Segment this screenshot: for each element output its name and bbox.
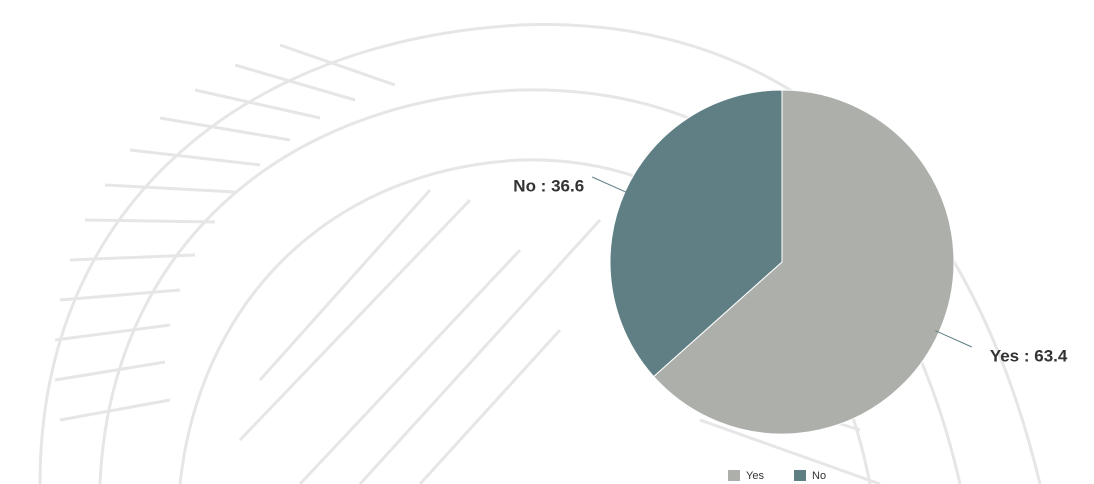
leader-line xyxy=(935,330,973,348)
sketch-lines xyxy=(238,188,881,484)
sketch-treads xyxy=(54,43,396,422)
legend-swatch xyxy=(794,470,806,481)
pie: Yes : 63.4 No : 36.6 xyxy=(513,89,1068,435)
legend-swatch xyxy=(728,470,740,481)
leader-line xyxy=(591,176,629,194)
data-label: No : 36.6 xyxy=(513,176,584,195)
data-label: Yes : 63.4 xyxy=(990,346,1068,365)
legend-label: No xyxy=(812,470,826,482)
legend-label: Yes xyxy=(746,470,764,482)
legend: Yes No xyxy=(728,470,826,482)
